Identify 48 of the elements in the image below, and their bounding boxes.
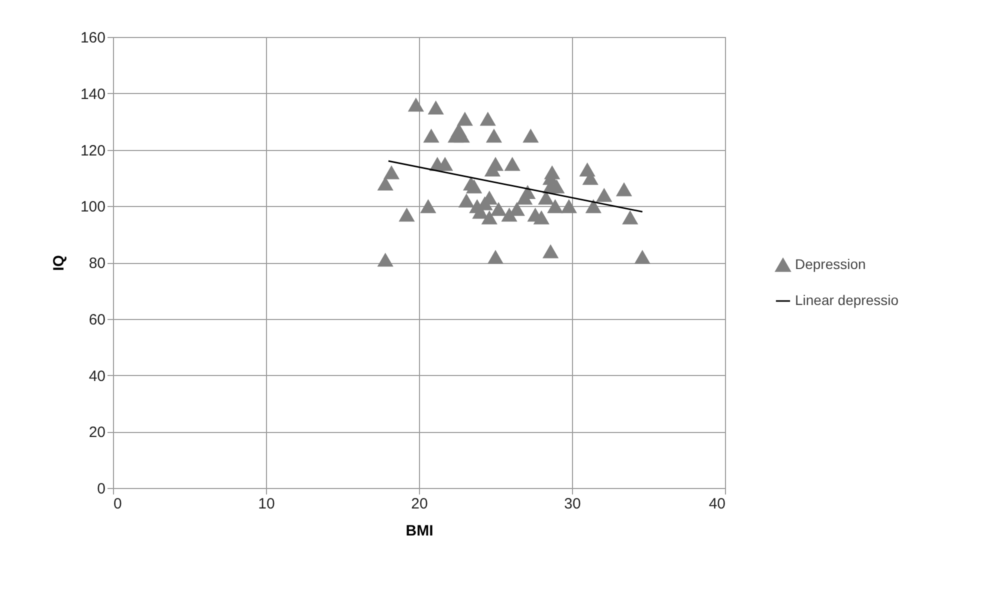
point (533, 210, 550, 224)
point (596, 188, 612, 202)
point (487, 156, 504, 171)
point (486, 128, 502, 143)
point (454, 128, 470, 143)
point (544, 165, 560, 180)
legend-label: Depression (795, 256, 866, 272)
y-axis-title: IQ (50, 254, 68, 271)
x-tick-label: 20 (411, 496, 428, 512)
point (481, 210, 498, 224)
point (490, 202, 507, 216)
point (377, 252, 394, 267)
point (585, 199, 602, 214)
y-tick-label: 160 (80, 30, 106, 46)
x-tick-label: 40 (708, 496, 726, 512)
x-tick-label: 0 (114, 496, 122, 512)
y-tick-label: 120 (80, 142, 106, 160)
y-tick-label: 20 (88, 424, 106, 442)
x-tick-label: 30 (564, 496, 581, 512)
point (408, 98, 424, 112)
y-tick-label: 40 (88, 368, 106, 385)
y-tick-label: 60 (88, 311, 106, 328)
point (398, 208, 415, 222)
x-axis-title: BMI (406, 522, 434, 540)
point (456, 112, 473, 126)
point (616, 182, 632, 196)
point (520, 185, 536, 200)
point (560, 199, 577, 214)
point (547, 199, 564, 214)
point (466, 179, 482, 194)
point (634, 250, 650, 264)
y-tick-label: 100 (80, 198, 106, 216)
point (458, 194, 474, 208)
y-tick-label: 140 (80, 86, 106, 103)
point (542, 244, 559, 258)
point (383, 165, 400, 180)
point (522, 128, 539, 143)
point (504, 156, 520, 171)
point (480, 112, 496, 126)
legend-label: Linear depressio (795, 292, 899, 308)
point (420, 199, 436, 214)
point (487, 250, 504, 264)
x-tick-label: 10 (258, 496, 275, 512)
point (423, 128, 440, 143)
y-tick-label: 80 (88, 255, 106, 272)
y-tick-label: 0 (97, 480, 106, 498)
point (622, 210, 638, 224)
point (428, 100, 444, 114)
